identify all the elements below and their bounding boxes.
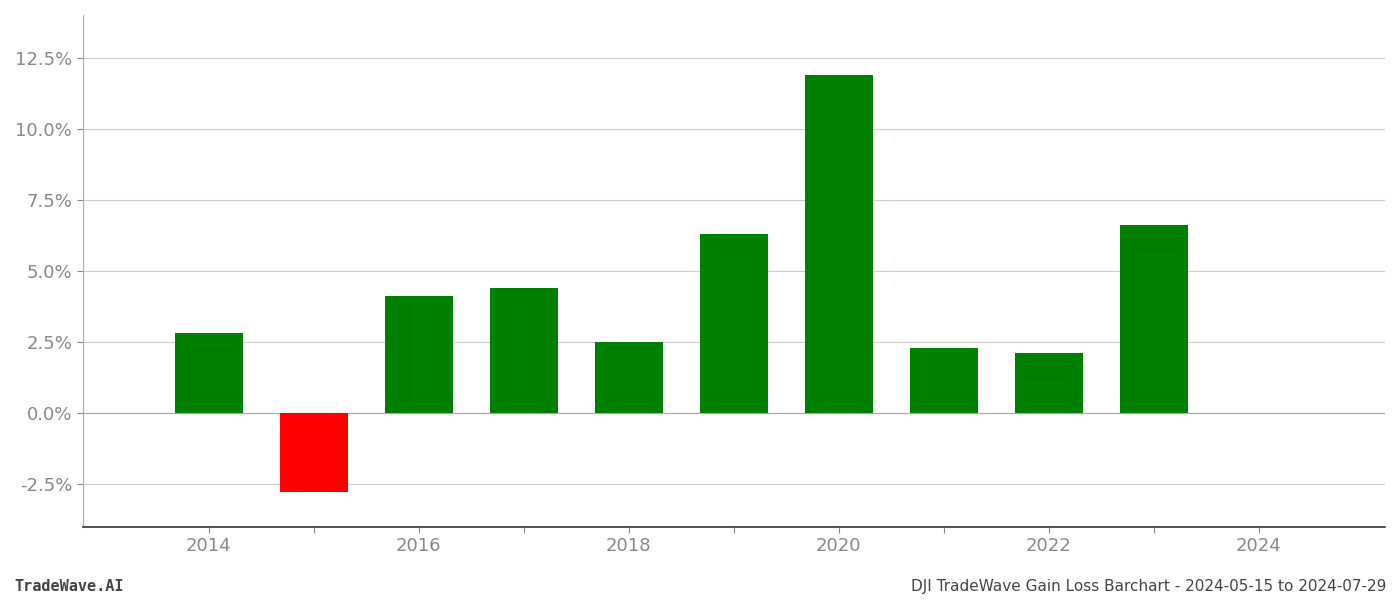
Bar xyxy=(1120,226,1189,413)
Bar xyxy=(595,342,664,413)
Bar xyxy=(700,234,769,413)
Bar xyxy=(1015,353,1084,413)
Bar xyxy=(910,347,979,413)
Bar xyxy=(490,288,559,413)
Text: DJI TradeWave Gain Loss Barchart - 2024-05-15 to 2024-07-29: DJI TradeWave Gain Loss Barchart - 2024-… xyxy=(910,579,1386,594)
Bar xyxy=(280,413,347,493)
Text: TradeWave.AI: TradeWave.AI xyxy=(14,579,123,594)
Bar xyxy=(385,296,452,413)
Bar xyxy=(175,334,242,413)
Bar xyxy=(805,74,874,413)
